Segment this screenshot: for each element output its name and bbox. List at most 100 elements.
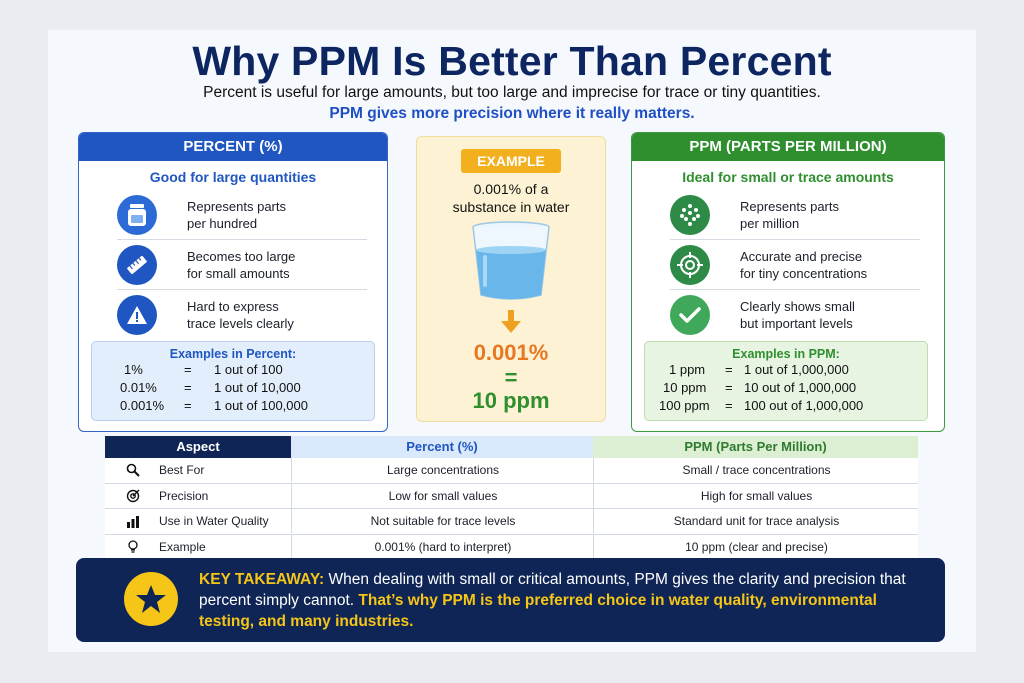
feature-text: for small amounts bbox=[187, 266, 290, 281]
table-cell: Example bbox=[159, 539, 206, 554]
example-row: 1% = 1 out of 100 bbox=[92, 361, 374, 379]
example-equals: = bbox=[184, 362, 192, 377]
arrow-down-icon bbox=[501, 310, 521, 333]
example-meaning: 1 out of 1,000,000 bbox=[744, 362, 849, 377]
table-header-cell: Percent (%) bbox=[291, 436, 593, 458]
example-equals: = bbox=[725, 380, 733, 395]
example-value: 10 ppm bbox=[663, 380, 707, 395]
table-header-cell: Aspect bbox=[105, 436, 291, 458]
example-row: 100 ppm = 100 out of 1,000,000 bbox=[645, 397, 927, 415]
example-desc-line: substance in water bbox=[452, 199, 570, 215]
ppm-panel-subheading: Ideal for small or trace amounts bbox=[682, 169, 894, 185]
example-percent-value: 0.001% bbox=[473, 340, 549, 365]
percent-panel: PERCENT (%) Good for large quantities Re… bbox=[78, 132, 388, 432]
example-badge: EXAMPLE bbox=[461, 149, 561, 173]
feature-text: Clearly shows small bbox=[740, 299, 855, 314]
example-meaning: 1 out of 100 bbox=[214, 362, 283, 377]
example-equals: = bbox=[184, 380, 192, 395]
example-meaning: 1 out of 100,000 bbox=[214, 398, 308, 413]
target-icon bbox=[670, 245, 710, 285]
dots-icon bbox=[670, 195, 710, 235]
checkmark-icon bbox=[670, 295, 710, 335]
example-row: 0.001% = 1 out of 100,000 bbox=[92, 397, 374, 415]
key-takeaway-label: KEY TAKEAWAY: bbox=[199, 571, 325, 588]
example-equals: = bbox=[725, 362, 733, 377]
ppm-panel: PPM (PARTS PER MILLION) Ideal for small … bbox=[631, 132, 945, 432]
percent-feature: Represents parts per hundred bbox=[117, 192, 367, 238]
example-meaning: 10 out of 1,000,000 bbox=[744, 380, 857, 395]
jar-icon bbox=[117, 195, 157, 235]
ppm-feature: Accurate and precise for tiny concentrati… bbox=[670, 242, 920, 288]
table-row: Example 0.001% (hard to interpret) 10 pp… bbox=[105, 534, 918, 560]
example-equals: = bbox=[184, 398, 192, 413]
example-panel: EXAMPLE 0.001% of a substance in water 0… bbox=[416, 136, 606, 422]
percent-examples-title: Examples in Percent: bbox=[169, 347, 297, 361]
key-takeaway-highlight: That’s why PPM is the preferred choice i… bbox=[199, 592, 877, 630]
table-cell: High for small values bbox=[593, 483, 919, 508]
table-header: Aspect Percent (%) PPM (Parts Per Millio… bbox=[105, 436, 918, 458]
table-row: Best For Large concentrations Small / tr… bbox=[105, 458, 918, 484]
table-cell: Precision bbox=[159, 488, 209, 503]
example-value: 0.01% bbox=[120, 380, 157, 395]
feature-text: Represents parts bbox=[187, 199, 286, 214]
key-takeaway-text: KEY TAKEAWAY: When dealing with small or… bbox=[199, 569, 919, 632]
example-equals: = bbox=[725, 398, 733, 413]
comparison-table: Aspect Percent (%) PPM (Parts Per Millio… bbox=[105, 436, 918, 560]
example-description: 0.001% of a substance in water bbox=[417, 180, 605, 216]
example-meaning: 1 out of 10,000 bbox=[214, 380, 301, 395]
ppm-panel-heading: PPM (PARTS PER MILLION) bbox=[632, 133, 944, 161]
example-value: 1 ppm bbox=[669, 362, 706, 377]
feature-text: but important levels bbox=[740, 316, 853, 331]
percent-feature: Becomes too large for small amounts bbox=[117, 242, 367, 288]
key-takeaway-banner: KEY TAKEAWAY: When dealing with small or… bbox=[76, 558, 945, 642]
ppm-feature: Represents parts per million bbox=[670, 192, 920, 238]
example-row: 10 ppm = 10 out of 1,000,000 bbox=[645, 379, 927, 397]
key-takeaway-body: When dealing with small or critical amou… bbox=[199, 571, 906, 609]
table-header-cell: PPM (Parts Per Million) bbox=[593, 436, 918, 458]
table-cell: Best For bbox=[159, 463, 205, 477]
feature-text: Represents parts bbox=[740, 199, 839, 214]
lightbulb-icon bbox=[123, 535, 143, 559]
example-value: 0.001% bbox=[120, 398, 165, 413]
example-value: 1% bbox=[124, 362, 143, 377]
table-cell: Standard unit for trace analysis bbox=[593, 509, 919, 533]
feature-text: Becomes too large bbox=[187, 249, 296, 264]
table-cell: Low for small values bbox=[291, 483, 594, 508]
example-row: 1 ppm = 1 out of 1,000,000 bbox=[645, 361, 927, 379]
table-cell: Large concentrations bbox=[291, 458, 594, 482]
divider bbox=[670, 239, 920, 240]
feature-text: trace levels clearly bbox=[187, 316, 294, 331]
example-value: 100 ppm bbox=[659, 398, 710, 413]
divider bbox=[117, 239, 367, 240]
page-subtitle-highlight: PPM gives more precision where it really… bbox=[329, 105, 695, 122]
table-row: Precision Low for small values High for … bbox=[105, 483, 919, 509]
feature-text: for tiny concentrations bbox=[740, 266, 868, 281]
target-icon bbox=[123, 484, 143, 508]
feature-text: Hard to express bbox=[187, 299, 279, 314]
example-desc-line: 0.001% of a bbox=[473, 181, 549, 197]
ruler-icon bbox=[117, 245, 157, 285]
feature-text: per million bbox=[740, 216, 800, 231]
search-icon bbox=[123, 458, 143, 482]
example-row: 0.01% = 1 out of 10,000 bbox=[92, 379, 374, 397]
table-row: Use in Water Quality Not suitable for tr… bbox=[105, 509, 918, 535]
ppm-examples-box: Examples in PPM: 1 ppm = 1 out of 1,000,… bbox=[644, 341, 928, 421]
table-cell: Not suitable for trace levels bbox=[291, 509, 594, 533]
example-equals: = bbox=[504, 365, 518, 390]
percent-examples-box: Examples in Percent: 1% = 1 out of 100 0… bbox=[91, 341, 375, 421]
percent-panel-subheading: Good for large quantities bbox=[149, 169, 317, 185]
table-cell: 0.001% (hard to interpret) bbox=[291, 534, 594, 559]
feature-text: per hundred bbox=[187, 216, 258, 231]
star-icon bbox=[124, 572, 178, 626]
page-title: Why PPM Is Better Than Percent bbox=[192, 38, 832, 84]
ppm-examples-title: Examples in PPM: bbox=[732, 347, 840, 361]
example-meaning: 100 out of 1,000,000 bbox=[744, 398, 864, 413]
percent-feature: Hard to express trace levels clearly bbox=[117, 292, 367, 338]
divider bbox=[117, 289, 367, 290]
percent-panel-heading: PERCENT (%) bbox=[79, 133, 387, 161]
table-cell: Small / trace concentrations bbox=[593, 458, 919, 482]
example-ppm-value: 10 ppm bbox=[472, 388, 550, 413]
bar-chart-icon bbox=[123, 509, 143, 533]
warning-icon bbox=[117, 295, 157, 335]
page-subtitle: Percent is useful for large amounts, but… bbox=[203, 84, 821, 101]
